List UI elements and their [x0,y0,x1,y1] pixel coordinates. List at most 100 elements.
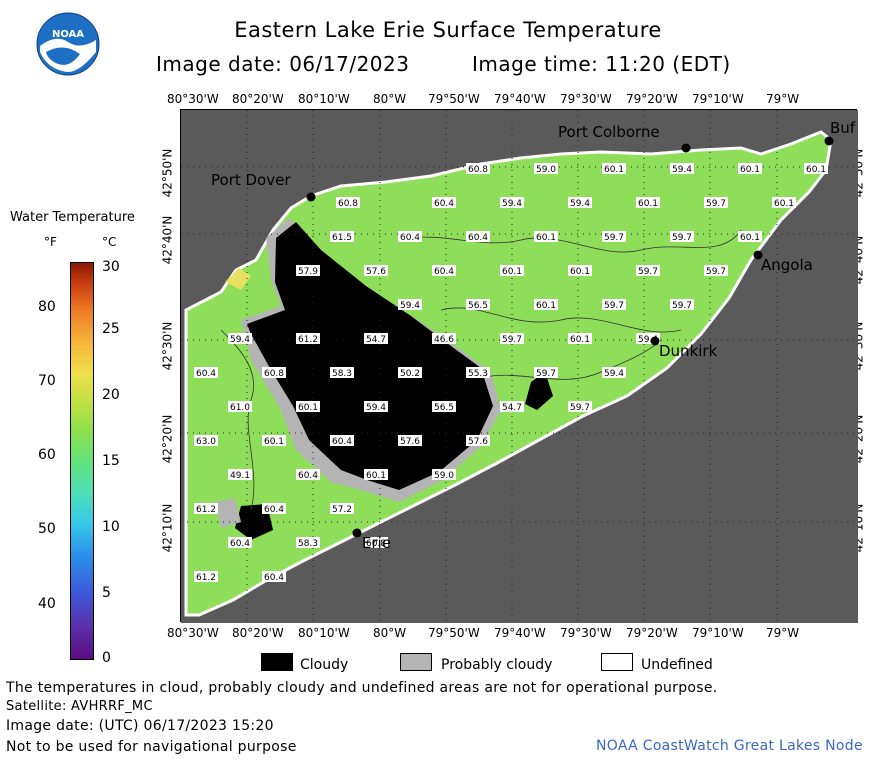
temp-value: 60.1 [536,301,556,311]
temp-value: 60.1 [366,471,386,481]
temp-value: 59.7 [536,369,556,379]
lon-tick: 79°50'W [428,92,480,106]
temp-label: 59.0 [432,469,456,481]
temp-label: 60.8 [262,367,286,379]
legend-cloudy-label: Cloudy [300,657,349,673]
temp-label: 60.1 [296,401,320,413]
lon-tick: 79°W [766,92,800,106]
temp-value: 59.0 [434,471,454,481]
legend-cloudy-swatch [261,653,293,671]
legend-undefined-label: Undefined [641,657,713,673]
temp-label: 57.2 [330,503,354,515]
temp-label: 54.7 [364,333,388,345]
temp-value: 59.7 [638,267,658,277]
marker-angola [753,250,763,260]
temp-label: 59.4 [364,401,388,413]
temp-label: 59.4 [568,197,592,209]
temp-value: 60.1 [604,165,624,175]
lon-tick: 80°10'W [298,92,350,106]
temp-label: 60.1 [568,265,592,277]
lon-tick: 80°30'W [167,92,219,106]
lat-tick: 42°10'N [160,503,175,553]
lon-tick: 79°30'W [560,626,612,640]
temp-label: 60.4 [262,503,286,515]
lon-tick: 80°10'W [298,626,350,640]
c-tick: 15 [102,453,120,469]
f-tick: 80 [38,299,56,315]
temp-value: 60.8 [366,539,386,549]
temp-value: 60.4 [400,233,420,243]
temp-label: 60.1 [534,299,558,311]
temp-label: 59.4 [500,197,524,209]
temp-label: 60.1 [500,265,524,277]
temp-value: 59.4 [570,199,590,209]
temp-label: 60.8 [336,197,360,209]
temp-value: 46.6 [434,335,454,345]
temp-label: 61.2 [296,333,320,345]
temp-value: 59.7 [570,403,590,413]
c-tick: 0 [102,650,111,666]
place-port-colborne: Port Colborne [558,123,660,141]
disclaimer-text: The temperatures in cloud, probably clou… [6,680,718,696]
temp-label: 61.2 [194,503,218,515]
lake-water [184,130,833,617]
temp-value: 57.6 [400,437,420,447]
place-port-dover: Port Dover [211,171,291,189]
temp-value: 60.1 [502,267,522,277]
lat-tick: 42°30'N [160,321,175,371]
city-markers [306,136,834,538]
c-tick: 25 [102,321,120,337]
temp-label: 59.0 [534,163,558,175]
temp-value: 60.4 [434,199,454,209]
temp-label: 60.4 [194,367,218,379]
temp-label: 46.6 [432,333,456,345]
satellite-text: Satellite: AVHRRF_MC [6,699,153,714]
temp-value: 61.2 [298,335,318,345]
temp-label: 59.7 [704,265,728,277]
temp-value: 59.4 [672,165,692,175]
temp-label: 60.4 [398,231,422,243]
lon-tick: 79°10'W [692,626,744,640]
temp-value: 60.4 [468,233,488,243]
temp-value: 50.2 [400,369,420,379]
image-date: Image date: 06/17/2023 [156,52,410,76]
temp-value: 59.7 [604,233,624,243]
temp-label: 60.4 [330,435,354,447]
temp-label: 58.3 [296,537,320,549]
temp-label: 58.3 [330,367,354,379]
temp-value: 59.4 [502,199,522,209]
f-tick: 40 [38,596,56,612]
temp-label: 61.5 [330,231,354,243]
c-tick: 20 [102,387,120,403]
temp-label: 59.7 [670,231,694,243]
lat-tick: 42°20'N [160,414,175,464]
temp-label: 60.1 [262,435,286,447]
temp-value: 59.7 [502,335,522,345]
lon-tick: 79°40'W [494,92,546,106]
temperature-colorbar [70,262,94,660]
noaa-logo: NOAA [36,12,100,76]
temp-label: 59.4 [228,333,252,345]
temp-value: 60.4 [434,267,454,277]
temp-value: 60.4 [264,505,284,515]
temp-value: 60.1 [774,199,794,209]
temp-value: 55.3 [468,369,488,379]
temp-label: 59.4 [398,299,422,311]
temp-value: 60.4 [332,437,352,447]
temp-value: 59.7 [706,267,726,277]
temp-label: 60.1 [636,197,660,209]
temp-value: 56.5 [434,403,454,413]
temp-label: 59.7 [670,299,694,311]
temp-label: 57.9 [296,265,320,277]
temp-value: 60.1 [638,199,658,209]
temp-label: 60.1 [772,197,796,209]
temp-label: 60.4 [296,469,320,481]
temp-value: 60.1 [570,335,590,345]
temp-label: 59.4 [602,367,626,379]
lon-tick: 80°30'W [167,626,219,640]
nav-warning-text: Not to be used for navigational purpose [6,739,297,755]
temp-label: 59.7 [500,333,524,345]
c-tick: 5 [102,585,111,601]
logo-text: NOAA [52,29,84,40]
temp-label: 60.4 [228,537,252,549]
